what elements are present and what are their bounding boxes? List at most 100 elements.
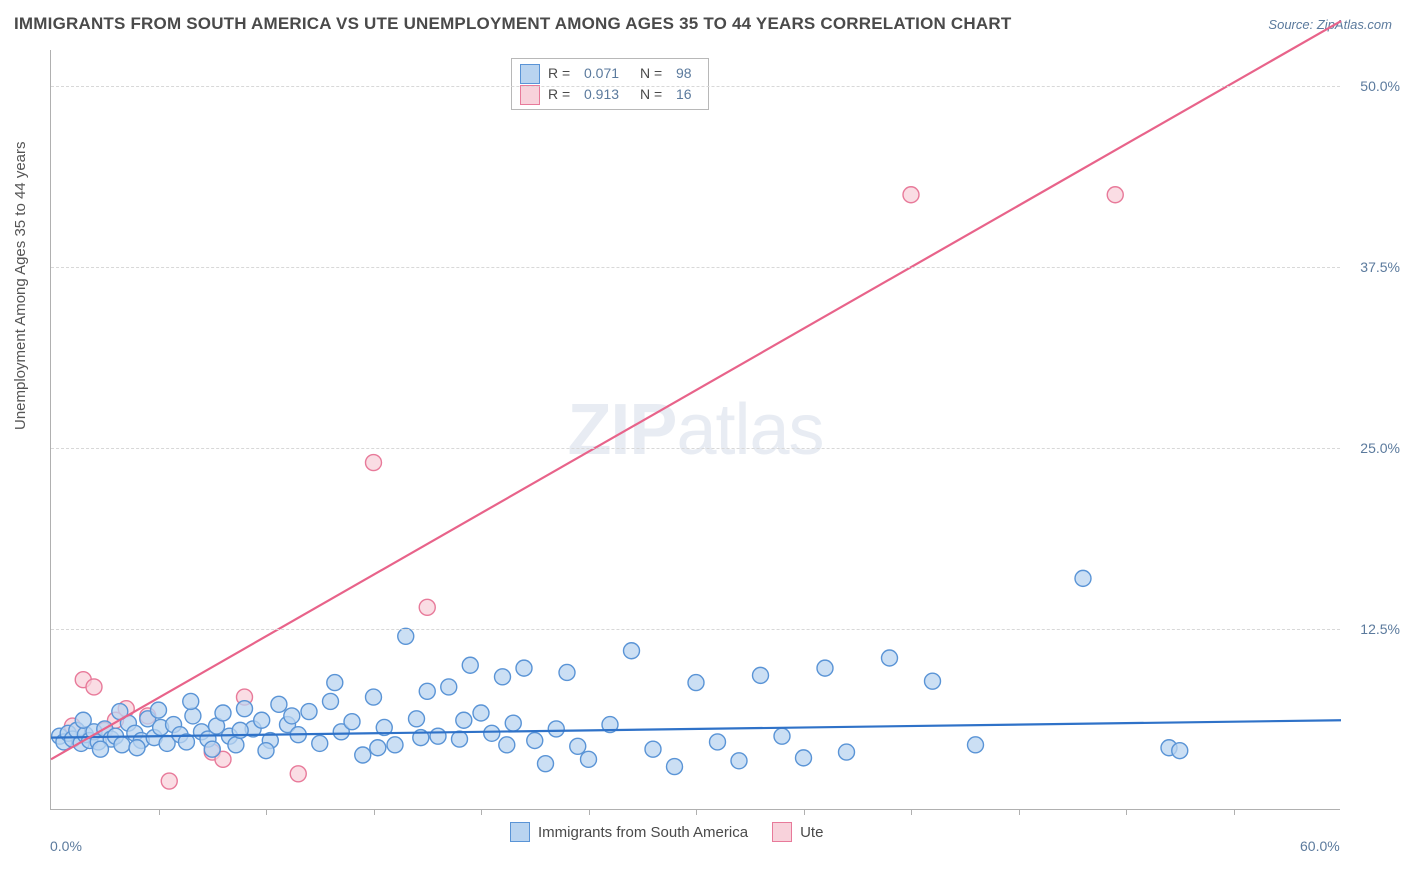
- data-point: [688, 675, 704, 691]
- y-tick-label: 25.0%: [1345, 440, 1400, 456]
- data-point: [774, 728, 790, 744]
- data-point: [290, 766, 306, 782]
- data-point: [624, 643, 640, 659]
- series-legend-item-1: Immigrants from South America: [510, 822, 748, 842]
- data-point: [75, 712, 91, 728]
- x-tick: [1019, 809, 1020, 815]
- x-axis-min-label: 0.0%: [50, 838, 82, 854]
- data-point: [516, 660, 532, 676]
- data-point: [284, 708, 300, 724]
- x-tick: [1234, 809, 1235, 815]
- series1-label: Immigrants from South America: [538, 824, 748, 841]
- data-point: [731, 753, 747, 769]
- y-axis-title: Unemployment Among Ages 35 to 44 years: [12, 141, 29, 430]
- data-point: [667, 759, 683, 775]
- data-point: [419, 599, 435, 615]
- data-point: [183, 693, 199, 709]
- x-tick: [696, 809, 697, 815]
- data-point: [570, 738, 586, 754]
- data-point: [366, 689, 382, 705]
- data-point: [505, 715, 521, 731]
- data-point: [151, 702, 167, 718]
- data-point: [462, 657, 478, 673]
- data-point: [796, 750, 812, 766]
- data-point: [185, 708, 201, 724]
- data-point: [473, 705, 489, 721]
- r-value-series1: 0.071: [584, 63, 632, 84]
- data-point: [312, 735, 328, 751]
- data-point: [237, 701, 253, 717]
- grid-line: [51, 86, 1340, 87]
- plot-area: ZIPatlas R = 0.071 N = 98 R = 0.913 N = …: [50, 50, 1340, 810]
- data-point: [1075, 570, 1091, 586]
- data-point: [499, 737, 515, 753]
- legend-swatch-series1-bottom: [510, 822, 530, 842]
- x-tick: [159, 809, 160, 815]
- data-point: [129, 740, 145, 756]
- grid-line: [51, 448, 1340, 449]
- n-value-series1: 98: [676, 63, 698, 84]
- data-point: [968, 737, 984, 753]
- data-point: [355, 747, 371, 763]
- x-tick: [266, 809, 267, 815]
- data-point: [817, 660, 833, 676]
- series2-label: Ute: [800, 824, 823, 841]
- data-point: [710, 734, 726, 750]
- data-point: [370, 740, 386, 756]
- x-tick: [374, 809, 375, 815]
- data-point: [387, 737, 403, 753]
- data-point: [258, 743, 274, 759]
- data-point: [366, 455, 382, 471]
- data-point: [903, 187, 919, 203]
- data-point: [441, 679, 457, 695]
- data-point: [409, 711, 425, 727]
- x-tick: [589, 809, 590, 815]
- data-point: [430, 728, 446, 744]
- y-tick-label: 12.5%: [1345, 621, 1400, 637]
- x-tick: [481, 809, 482, 815]
- data-point: [882, 650, 898, 666]
- data-point: [92, 741, 108, 757]
- legend-swatch-series2: [520, 85, 540, 105]
- data-point: [327, 675, 343, 691]
- data-point: [204, 741, 220, 757]
- x-axis-max-label: 60.0%: [1300, 838, 1340, 854]
- data-point: [271, 696, 287, 712]
- source-attribution[interactable]: Source: ZipAtlas.com: [1268, 17, 1392, 32]
- data-point: [495, 669, 511, 685]
- data-point: [581, 751, 597, 767]
- trend-line: [51, 21, 1341, 759]
- data-point: [548, 721, 564, 737]
- legend-swatch-series1: [520, 64, 540, 84]
- x-tick: [1126, 809, 1127, 815]
- title-bar: IMMIGRANTS FROM SOUTH AMERICA VS UTE UNE…: [14, 14, 1392, 34]
- grid-line: [51, 267, 1340, 268]
- x-tick: [804, 809, 805, 815]
- legend-swatch-series2-bottom: [772, 822, 792, 842]
- data-point: [301, 704, 317, 720]
- data-point: [538, 756, 554, 772]
- data-point: [398, 628, 414, 644]
- data-point: [419, 683, 435, 699]
- data-point: [1107, 187, 1123, 203]
- series-legend-item-2: Ute: [772, 822, 823, 842]
- chart-title: IMMIGRANTS FROM SOUTH AMERICA VS UTE UNE…: [14, 14, 1011, 34]
- data-point: [215, 705, 231, 721]
- data-point: [925, 673, 941, 689]
- data-point: [456, 712, 472, 728]
- grid-line: [51, 629, 1340, 630]
- source-label: Source:: [1268, 17, 1313, 32]
- correlation-legend: R = 0.071 N = 98 R = 0.913 N = 16: [511, 58, 709, 110]
- data-point: [254, 712, 270, 728]
- data-point: [323, 693, 339, 709]
- data-point: [753, 667, 769, 683]
- data-point: [161, 773, 177, 789]
- correlation-legend-row-1: R = 0.071 N = 98: [520, 63, 698, 84]
- x-tick: [911, 809, 912, 815]
- chart-svg: [51, 50, 1340, 809]
- data-point: [228, 737, 244, 753]
- y-tick-label: 37.5%: [1345, 259, 1400, 275]
- data-point: [452, 731, 468, 747]
- source-name: ZipAtlas.com: [1317, 17, 1392, 32]
- data-point: [559, 664, 575, 680]
